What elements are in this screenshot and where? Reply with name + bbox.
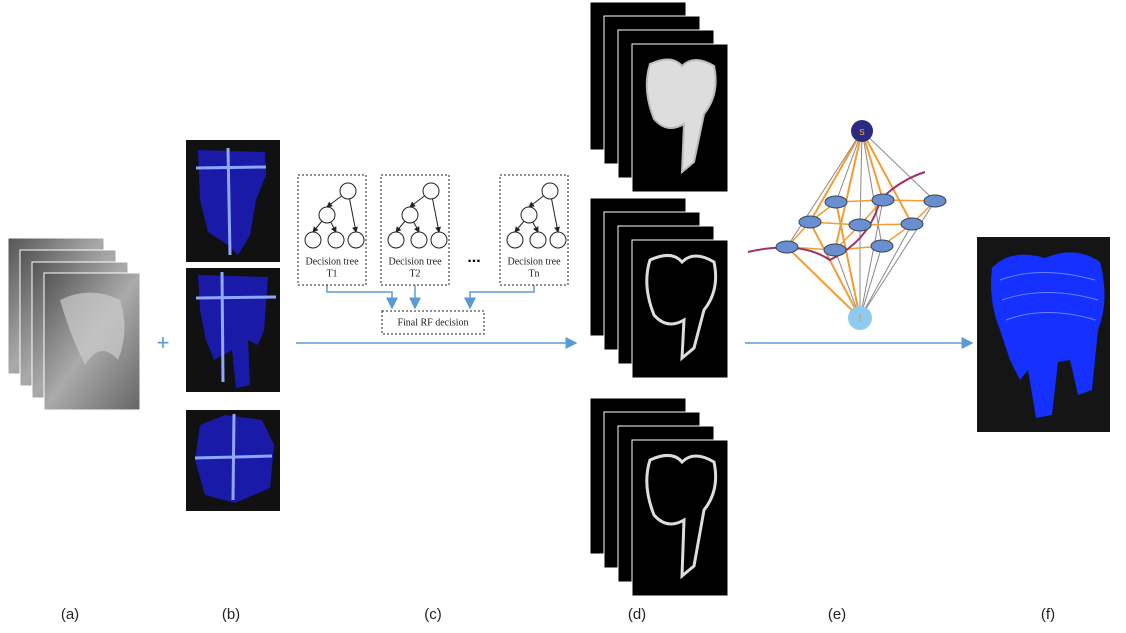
graph-node (924, 195, 946, 207)
tree-node (431, 232, 447, 248)
final-label: Final RF decision (397, 317, 468, 328)
tree-node (411, 232, 427, 248)
tree-node (388, 232, 404, 248)
graph-node (825, 196, 847, 208)
graph-node (824, 244, 846, 256)
tree-node (507, 232, 523, 248)
graph-node (799, 216, 821, 228)
graph-node (871, 240, 893, 252)
tree-node (348, 232, 364, 248)
graph-node (901, 218, 923, 230)
panel-label: (e) (828, 606, 846, 623)
edge (787, 131, 862, 247)
graph-node (872, 194, 894, 206)
graph-cut: st (748, 120, 946, 330)
scribble (228, 148, 230, 255)
tree-node (550, 232, 566, 248)
panel-labels: (a) (b) (c) (d) (e) (f) (61, 606, 1055, 623)
tree-id: T1 (326, 268, 337, 279)
tree-id: T2 (409, 268, 420, 279)
edge (835, 131, 862, 250)
probability-maps (590, 2, 728, 596)
tree-id: Tn (528, 268, 539, 279)
graph-node (849, 219, 871, 231)
panel-label: (b) (222, 606, 240, 623)
scribble (222, 272, 223, 382)
plus-sign: + (157, 330, 170, 355)
tree-node (542, 183, 558, 199)
tree-name: Decision tree (305, 256, 359, 267)
edge (787, 247, 860, 318)
tree-name: Decision tree (388, 256, 442, 267)
graph-node (776, 241, 798, 253)
ct-stack (8, 238, 140, 410)
result-3d (977, 237, 1110, 432)
panel-label: (f) (1041, 606, 1055, 623)
tree-node (305, 232, 321, 248)
tree-node (402, 207, 418, 223)
edge (810, 222, 860, 318)
scribble (196, 297, 276, 298)
tree-node (319, 207, 335, 223)
tree-node (423, 183, 439, 199)
panel-label: (c) (424, 606, 442, 623)
tree-node (328, 232, 344, 248)
panel-label: (a) (61, 606, 79, 623)
connector (470, 285, 534, 308)
source-label: s (859, 126, 865, 138)
tree-node (521, 207, 537, 223)
scribble (195, 456, 272, 458)
edge (860, 131, 862, 225)
panel-label: (d) (628, 606, 646, 623)
sink-label: t (858, 313, 861, 325)
tree-node (530, 232, 546, 248)
scribble (196, 167, 266, 168)
tree-node (340, 183, 356, 199)
figure: + ... Final RF decision Decision treeT1D… (0, 0, 1126, 633)
edge (862, 131, 912, 224)
annotations (186, 140, 280, 511)
random-forest: ... Final RF decision Decision treeT1Dec… (298, 175, 568, 334)
tree-name: Decision tree (507, 256, 561, 267)
connector (327, 285, 392, 308)
ellipsis: ... (467, 249, 480, 266)
edge (860, 224, 912, 318)
